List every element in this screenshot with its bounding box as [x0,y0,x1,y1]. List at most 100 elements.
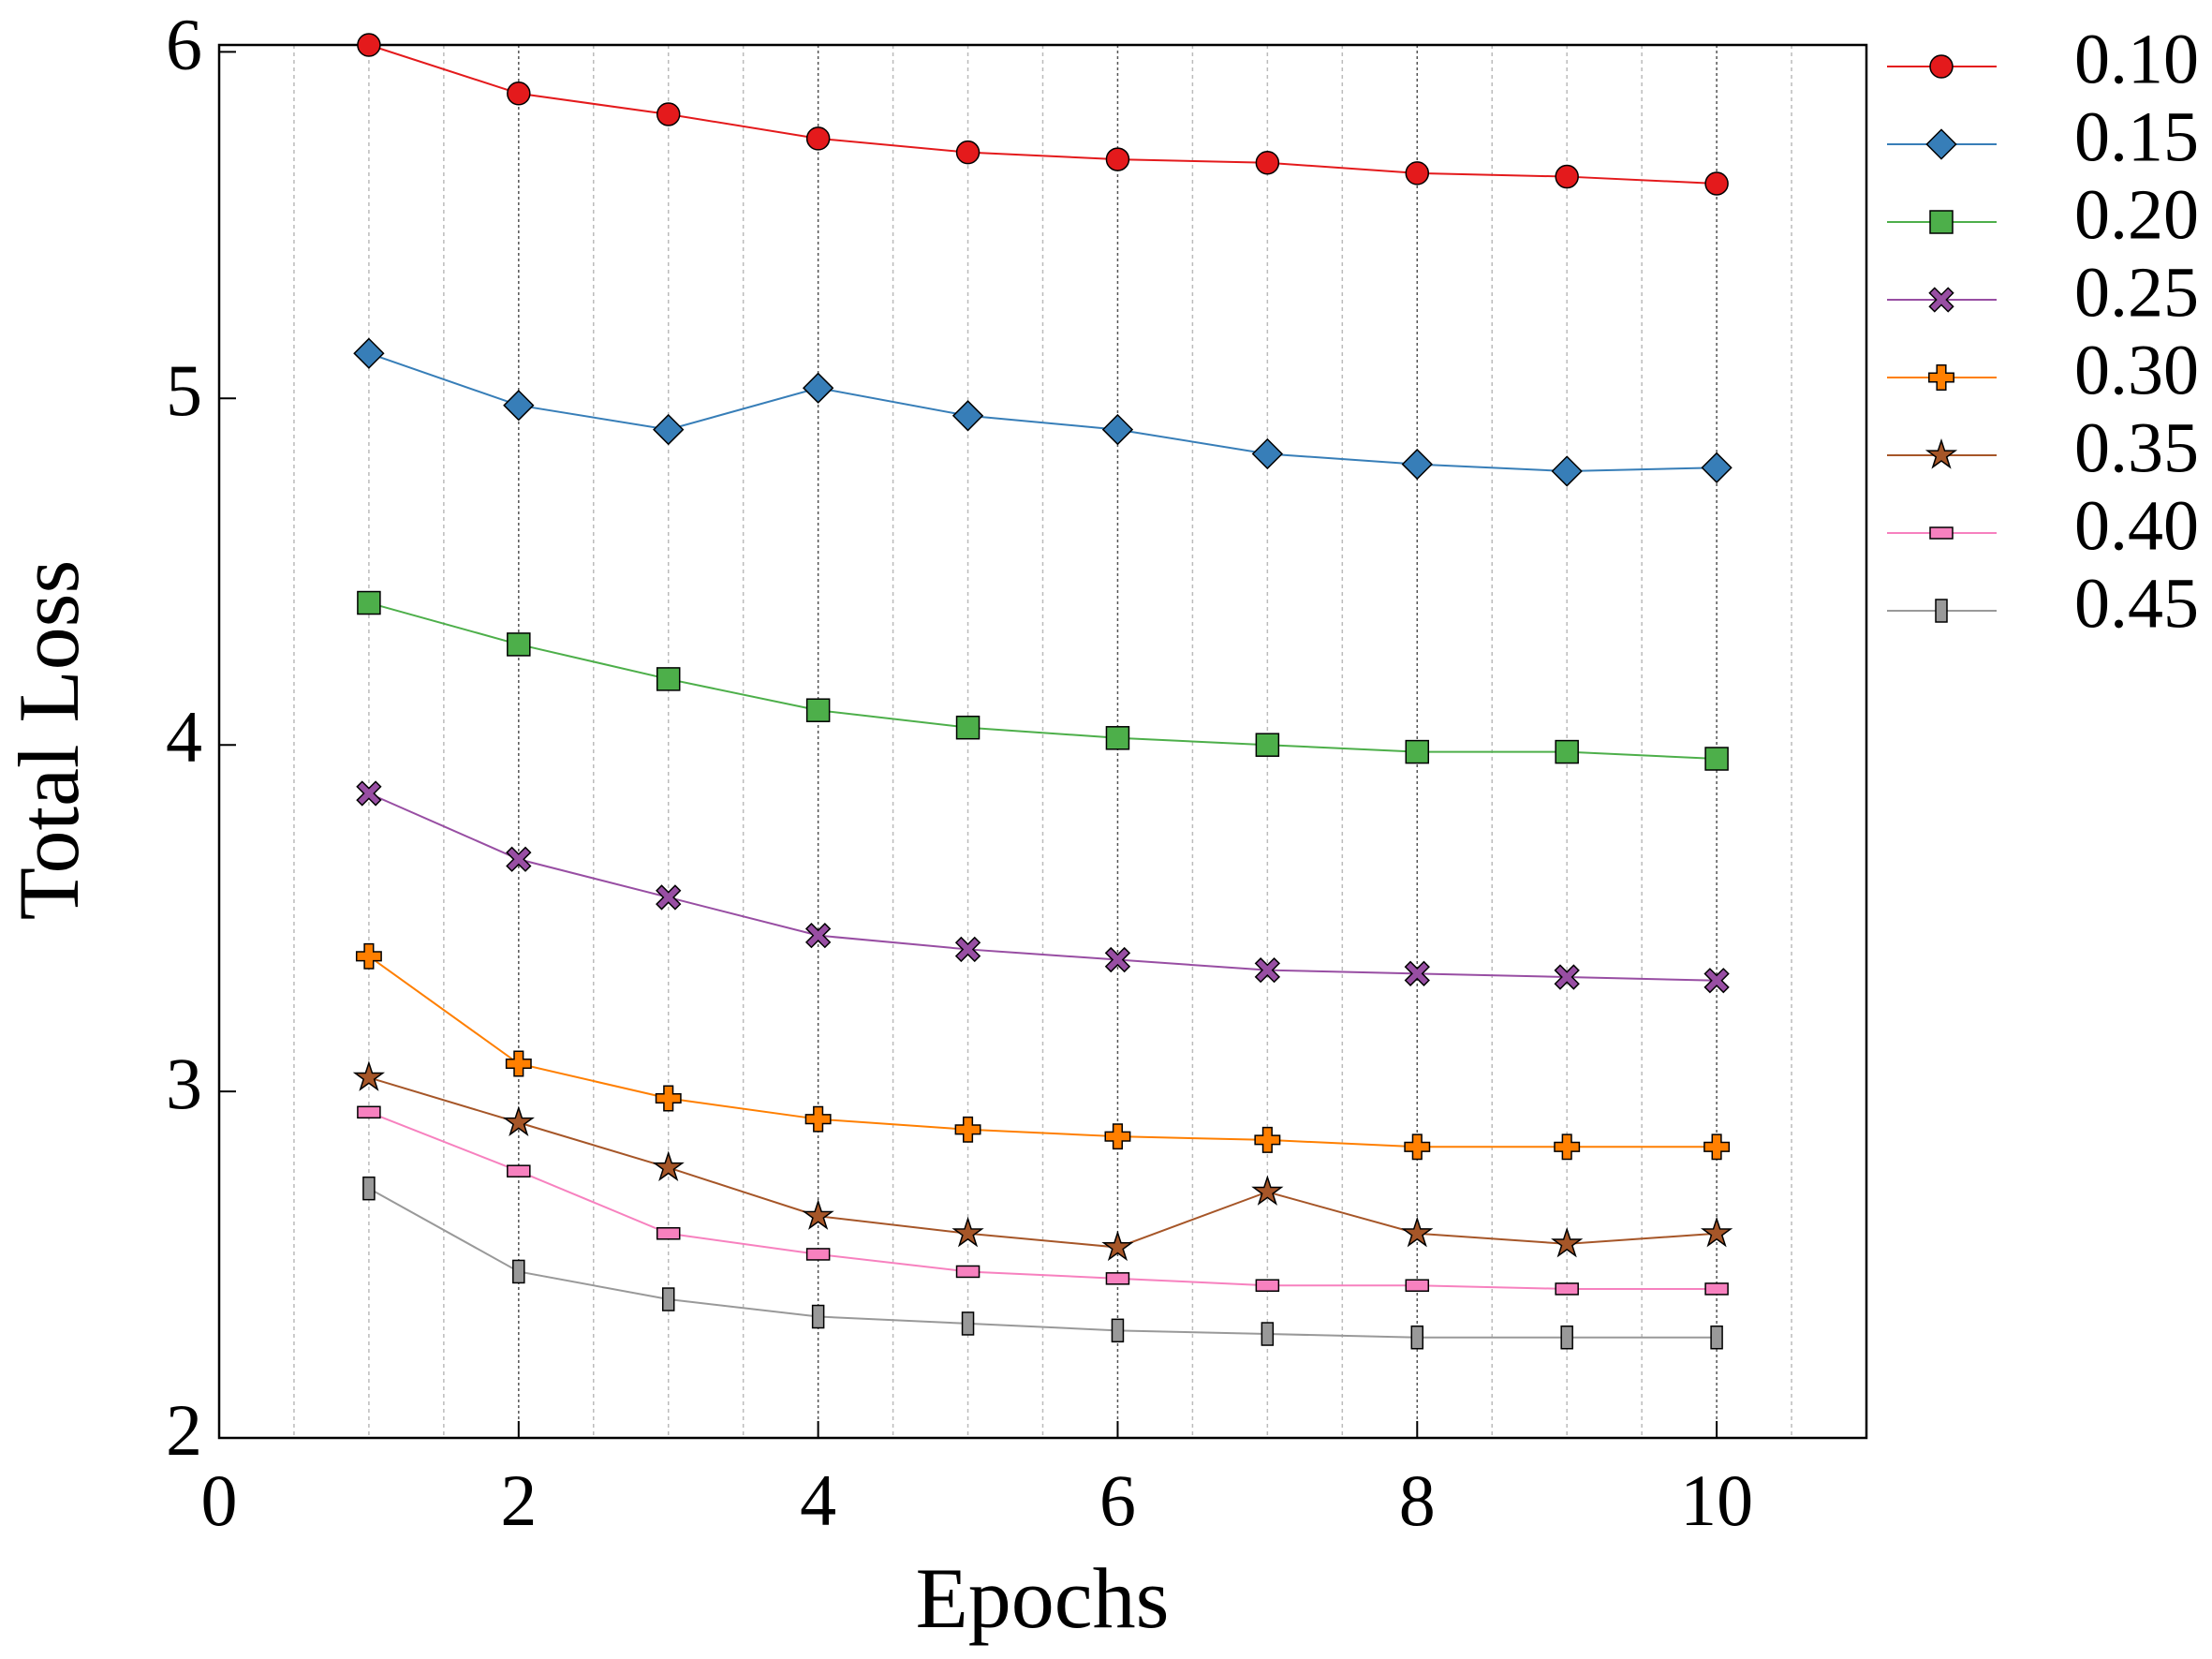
y-tick-label: 2 [166,1389,202,1471]
x-tick-label: 10 [1680,1459,1753,1541]
marker [1703,968,1730,994]
marker [1710,1325,1723,1350]
marker [1251,437,1284,470]
marker [1255,151,1280,175]
marker [357,33,381,57]
marker [1101,1230,1134,1262]
marker [804,1105,832,1133]
marker [656,667,681,691]
y-tick-label: 5 [166,349,202,431]
y-axis-title: Total Loss [1,560,96,921]
marker [503,390,535,422]
marker [1928,364,1954,391]
marker [1255,733,1280,757]
marker [1929,54,1954,79]
legend-label: 0.30 [2074,331,2199,409]
marker [1704,171,1729,196]
series-line [368,1187,1718,1339]
marker [352,1060,386,1091]
marker [1554,1133,1581,1161]
marker [805,698,831,722]
marker [1401,1216,1434,1248]
marker [804,922,832,949]
marker [505,1050,532,1077]
legend-label: 0.45 [2074,564,2199,643]
legend-label: 0.35 [2074,408,2199,487]
marker [802,372,834,404]
marker [1104,946,1131,973]
marker [512,1259,525,1284]
marker [1554,964,1580,990]
marker [951,1216,984,1248]
marker [507,81,531,106]
marker [805,126,831,151]
marker [1405,1279,1430,1292]
series-line [368,352,1718,472]
marker [954,1116,981,1143]
marker [951,400,984,432]
marker [1704,1282,1729,1296]
marker [1929,210,1954,234]
marker [1251,1175,1284,1206]
x-tick-label: 6 [1099,1459,1136,1541]
marker [652,1150,685,1182]
marker [811,1304,825,1329]
series-line [368,1076,1718,1249]
x-tick-label: 8 [1399,1459,1436,1541]
marker [1700,1216,1733,1248]
marker [1935,599,1948,623]
marker [1704,747,1729,771]
plot-frame [217,43,1868,1440]
marker [955,715,981,740]
marker [802,1199,834,1230]
marker [1254,1126,1281,1153]
marker [656,102,681,126]
marker [357,590,381,615]
marker [1404,960,1430,986]
marker [1105,147,1130,171]
x-tick-label: 4 [800,1459,836,1541]
marker [1555,1282,1579,1296]
marker [1405,739,1430,764]
marker [1101,413,1134,446]
marker [357,1105,381,1119]
x-axis-title: Epochs [916,1550,1170,1646]
series-line [368,601,1718,760]
marker [1404,1133,1431,1161]
marker [506,846,532,872]
marker [502,1105,535,1136]
marker [1111,1318,1125,1343]
series-line [368,955,1718,1148]
marker [507,1164,531,1178]
marker [1410,1325,1424,1350]
series-line [368,1111,1718,1290]
marker [955,1265,981,1279]
marker [656,884,682,911]
marker [1401,448,1433,481]
marker [955,140,981,165]
marker [1551,455,1583,487]
marker [1560,1325,1573,1350]
y-tick-label: 6 [166,3,202,84]
marker [1928,287,1954,313]
marker [1701,452,1733,483]
marker [1555,739,1579,764]
marker [1924,437,1958,469]
marker [805,1248,831,1261]
marker [1551,1226,1584,1258]
marker [1105,1272,1130,1285]
marker [507,632,531,657]
marker [356,780,382,807]
marker [1255,1279,1280,1292]
marker [653,413,685,446]
marker [1105,726,1130,750]
marker [655,1085,682,1112]
series-line [368,792,1718,982]
marker [1261,1322,1275,1346]
y-tick-label: 4 [166,696,202,778]
marker [656,1227,681,1240]
marker [353,337,385,369]
series-line [368,44,1718,185]
legend-label: 0.15 [2074,97,2199,176]
